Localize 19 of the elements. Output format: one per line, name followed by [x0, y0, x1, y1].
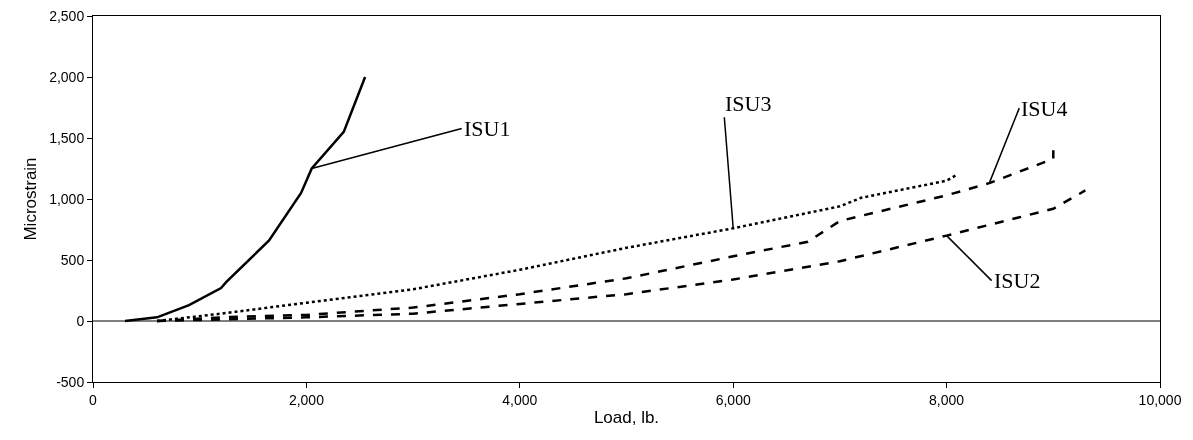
x-tick-label: 10,000	[1138, 391, 1182, 408]
x-tick-label: 6,000	[715, 391, 751, 408]
y-tick-label: 500	[60, 251, 85, 268]
y-tick-label: -500	[56, 373, 85, 390]
x-tick-label: 4,000	[502, 391, 538, 408]
x-axis-title: Load, lb.	[593, 408, 660, 428]
series-label: ISU2	[994, 268, 1041, 293]
y-tick-label: 2,000	[49, 68, 85, 85]
x-tick-label: 2,000	[288, 391, 325, 408]
y-tick-label: 0	[76, 312, 85, 329]
y-axis-title: Microstrain	[20, 157, 40, 241]
text: ISU1	[464, 116, 511, 141]
y-tick-label: 1,500	[49, 129, 85, 146]
y-tick-label: 1,000	[49, 190, 85, 207]
y-tick-label: 2,500	[49, 7, 85, 24]
series-label: ISU4	[1021, 96, 1068, 121]
x-tick-label: 8,000	[929, 391, 965, 408]
x-tick-label: 0	[89, 391, 98, 408]
text: ISU3	[725, 91, 772, 116]
